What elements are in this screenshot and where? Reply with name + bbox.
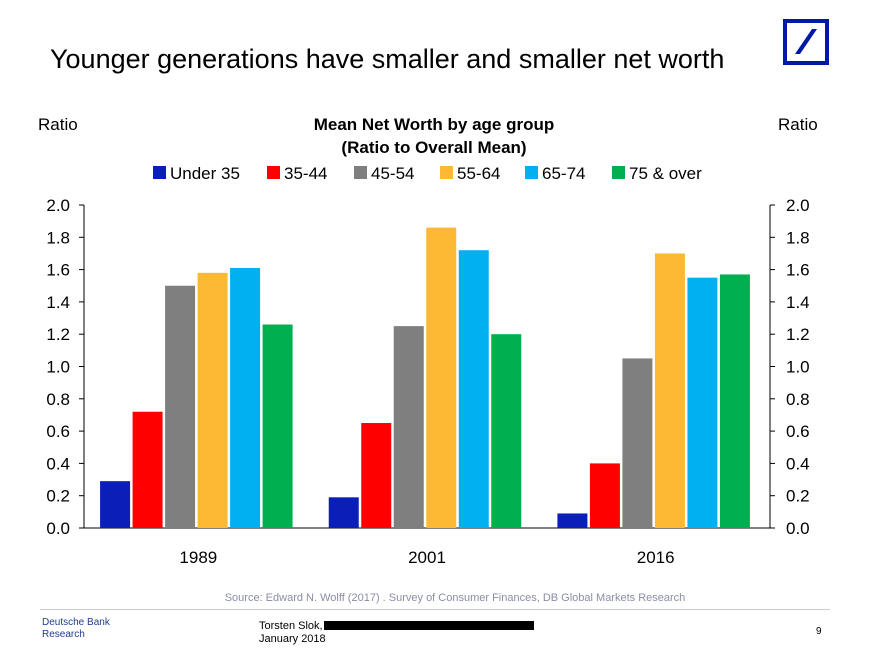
y-tick-label-right: 2.0 [786,196,810,215]
legend-label: 75 & over [629,164,702,183]
brand-line1: Deutsche Bank [42,617,110,628]
legend-swatch [612,166,625,179]
legend-swatch [153,166,166,179]
y-tick-label-left: 0.4 [46,454,70,473]
y-tick-label-right: 1.0 [786,358,810,377]
redaction-bar [324,621,534,630]
bar-chart: 0.0 0.0 0.2 0.2 0.4 0.4 0.6 0.6 0.8 0.8 1.0 1.0 1.2 1… [46,164,810,567]
x-tick-label: 2016 [637,548,675,567]
slide-title: Younger generations have smaller and sma… [50,44,725,74]
page-number: 9 [816,626,822,637]
bar-2001-under-35 [328,497,359,528]
author-name: Torsten Slok, [259,620,323,632]
y-tick-label-right: 1.2 [786,325,810,344]
bar-1989-35-44 [132,411,163,528]
bar-1989-55-64 [197,272,228,528]
y-tick-label-right: 1.8 [786,228,810,247]
y-tick-label-right: 1.6 [786,261,810,280]
x-tick-label: 1989 [179,548,217,567]
bar-2016-under-35 [557,513,588,528]
bar-2001-65-74 [458,250,489,528]
bar-1989-45-54 [165,285,196,528]
footer-divider [40,609,830,610]
chart-title: Mean Net Worth by age group (Ratio to Ov… [234,113,634,159]
legend-label: 45-54 [371,164,414,183]
y-tick-label-left: 1.2 [46,325,70,344]
brand-line2: Research [42,629,85,640]
y-tick-label-left: 1.0 [46,358,70,377]
bar-2001-75-over [491,334,522,528]
y-tick-label-left: 0.8 [46,390,70,409]
author-block: Torsten Slok, January 2018 [259,620,326,646]
y-tick-label-left: 1.8 [46,228,70,247]
y-tick-label-right: 1.4 [786,293,810,312]
legend-swatch [440,166,453,179]
y-axis-label-right: Ratio [778,115,818,134]
bar-1989-under-35 [100,481,131,528]
y-axis-label-left: Ratio [38,115,78,134]
legend-swatch [354,166,367,179]
bar-2016-65-74 [687,277,718,528]
y-tick-label-right: 0.6 [786,422,810,441]
x-tick-label: 2001 [408,548,446,567]
y-tick-label-right: 0.4 [786,454,810,473]
legend-swatch [267,166,280,179]
publish-date: January 2018 [259,633,326,645]
y-tick-label-left: 1.4 [46,293,70,312]
bar-2001-45-54 [393,326,424,528]
y-tick-label-right: 0.2 [786,487,810,506]
bar-2016-75-over [719,274,750,528]
legend-label: 65-74 [542,164,585,183]
y-tick-label-left: 0.0 [46,519,70,538]
legend-swatch [525,166,538,179]
brand-name: Deutsche Bank Research [42,617,110,641]
y-tick-label-left: 1.6 [46,261,70,280]
y-tick-label-left: 0.6 [46,422,70,441]
y-tick-label-right: 0.8 [786,390,810,409]
bar-2001-35-44 [361,423,392,528]
bar-2016-45-54 [622,358,653,528]
bar-2016-55-64 [654,253,685,528]
bar-2016-35-44 [589,463,620,528]
y-tick-label-left: 2.0 [46,196,70,215]
y-tick-label-right: 0.0 [786,519,810,538]
deutsche-bank-logo-icon [783,19,829,65]
bar-1989-65-74 [230,267,261,528]
chart-title-line1: Mean Net Worth by age group [313,115,555,134]
bar-2001-55-64 [426,227,457,529]
source-note: Source: Edward N. Wolff (2017) . Survey … [224,592,686,604]
bar-1989-75-over [262,324,293,528]
y-tick-label-left: 0.2 [46,487,70,506]
chart-title-line2: (Ratio to Overall Mean) [341,138,527,157]
legend-label: 35-44 [284,164,327,183]
legend-label: Under 35 [170,164,240,183]
legend-label: 55-64 [457,164,500,183]
